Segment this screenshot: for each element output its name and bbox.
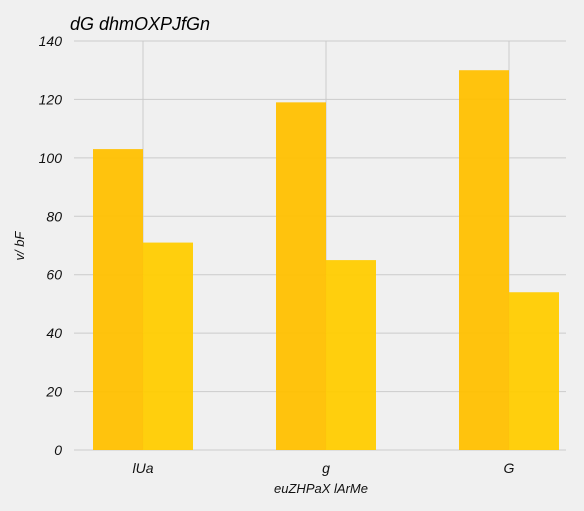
x-axis-label: euZHPaX lArMe (274, 481, 368, 496)
y-tick-label: 120 (39, 91, 63, 107)
y-axis-label: v/ bF (12, 230, 27, 260)
bar-series-2 (509, 292, 559, 450)
x-tick-label: G (504, 460, 515, 476)
bars (93, 70, 559, 451)
x-tick-label: g (322, 460, 330, 476)
y-tick-label: 20 (45, 384, 62, 400)
y-tick-label: 140 (39, 33, 63, 49)
bar-series-1 (93, 149, 143, 451)
y-tick-label: 40 (46, 325, 62, 341)
y-tick-label: 60 (46, 267, 62, 283)
y-tick-label: 80 (46, 208, 62, 224)
y-tick-label: 100 (39, 150, 63, 166)
x-tick-label: lUa (132, 460, 153, 476)
bar-series-1 (459, 70, 509, 450)
bar-series-2 (143, 242, 193, 450)
bar-series-1 (276, 102, 326, 450)
y-tick-label: 0 (54, 442, 62, 458)
tick-labels: 0 20 40 60 80 100 120 140 lUa g G (39, 33, 515, 476)
bar-series-2 (326, 260, 376, 450)
chart-title: dG dhmOXPJfGn (70, 14, 210, 34)
